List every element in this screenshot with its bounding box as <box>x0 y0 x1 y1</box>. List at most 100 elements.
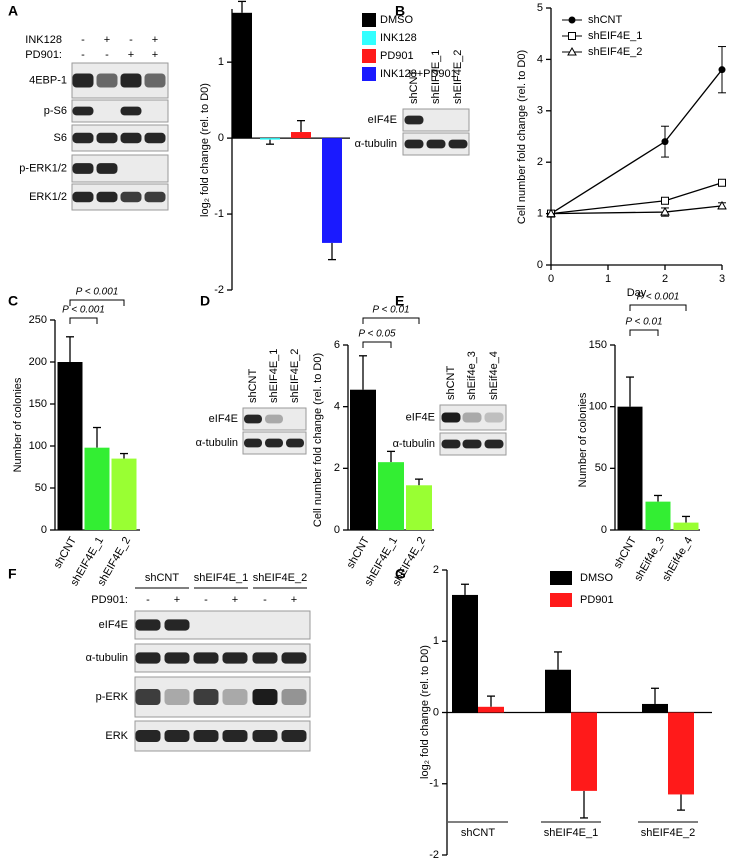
y-axis-label: Cell number fold change (rel. to D0) <box>312 353 324 527</box>
legend-swatch <box>362 67 376 81</box>
y-tick-label: 4 <box>537 53 543 65</box>
blot-strip <box>134 676 311 718</box>
blot-strip <box>242 407 307 431</box>
significance-bracket <box>69 317 98 324</box>
blot-row-label: eIF4E <box>99 619 128 631</box>
blot-row-label: ERK <box>105 730 128 742</box>
bar <box>478 706 504 713</box>
significance-bracket <box>362 341 392 348</box>
y-tick-label: 5 <box>537 2 543 14</box>
significance-bracket <box>362 317 420 324</box>
significance-label: P < 0.001 <box>637 292 680 303</box>
legend-label: shCNT <box>588 14 623 26</box>
y-tick-label: 0 <box>433 706 439 718</box>
blot-band <box>164 689 190 705</box>
blot-band <box>252 730 278 742</box>
x-tick-label: shCNT <box>461 827 496 839</box>
blot-band <box>448 139 468 149</box>
bar <box>545 669 571 713</box>
condition-sign: - <box>129 34 133 46</box>
marker <box>546 208 556 218</box>
legend-label: DMSO <box>580 572 613 584</box>
bar <box>571 712 597 791</box>
panel-letter: G <box>395 566 406 582</box>
bar <box>350 389 376 530</box>
panel-letter: E <box>395 293 404 309</box>
blot-row-label: α-tubulin <box>86 652 128 664</box>
y-axis-label: Cell number fold change (rel. to D0) <box>516 50 528 224</box>
condition-sign: - <box>81 34 85 46</box>
significance-label: P < 0.01 <box>625 317 662 328</box>
condition-sign: - <box>146 594 150 606</box>
blot-band <box>484 439 504 449</box>
legend-swatch <box>550 571 572 585</box>
y-tick-label: 0 <box>601 524 607 536</box>
blot-band <box>281 689 307 705</box>
blot-band <box>222 730 248 742</box>
panel-letter: D <box>200 293 210 309</box>
lane-label: shEIF4E_1 <box>430 50 442 104</box>
marker <box>718 66 726 74</box>
blot-band <box>441 412 461 423</box>
blot-band <box>252 689 278 705</box>
significance-label: P < 0.01 <box>372 305 409 316</box>
blot-row-label: α-tubulin <box>196 437 238 449</box>
significance-label: P < 0.05 <box>358 329 396 340</box>
blot-band <box>120 132 142 144</box>
y-tick-label: 200 <box>29 356 47 368</box>
significance-bracket <box>629 329 659 336</box>
blot-band <box>120 73 142 88</box>
blot-row-label: S6 <box>54 132 67 144</box>
marker <box>717 200 727 210</box>
blot-band <box>96 163 118 174</box>
blot-band <box>96 132 118 144</box>
blot-row-label: eIF4E <box>368 114 397 126</box>
blot-strip <box>71 99 169 123</box>
bar <box>673 522 699 530</box>
y-axis-label: log₂ fold change (rel. to D0) <box>199 83 211 217</box>
y-tick-label: 2 <box>537 156 543 168</box>
blot-band <box>252 652 278 664</box>
legend-marker <box>567 46 577 56</box>
blot-band <box>72 163 94 174</box>
y-tick-label: 100 <box>29 440 47 452</box>
y-tick-label: 1 <box>433 635 439 647</box>
blot-band <box>72 132 94 144</box>
legend-marker <box>568 16 576 24</box>
blot-band <box>120 191 142 203</box>
blot-strip <box>402 108 470 132</box>
bar <box>291 132 311 139</box>
marker <box>661 196 669 205</box>
blot-band <box>135 619 161 631</box>
condition-label: PD901: <box>91 594 128 606</box>
blot-band <box>281 652 307 664</box>
condition-sign: + <box>128 49 134 61</box>
condition-sign: + <box>152 34 158 46</box>
legend-marker <box>568 32 576 40</box>
significance-bracket <box>69 299 125 306</box>
bar <box>645 501 671 530</box>
lane-label: shCNT <box>408 69 420 104</box>
bar <box>642 703 668 713</box>
blot-band <box>222 689 248 705</box>
y-tick-label: 50 <box>595 462 607 474</box>
y-axis-label: log₂ fold change (rel. to D0) <box>419 645 431 779</box>
blot-band <box>244 414 262 424</box>
blot-row-label: p-S6 <box>44 105 67 117</box>
blot-row-label: eIF4E <box>209 413 238 425</box>
blot-band <box>144 191 166 203</box>
condition-sign: + <box>232 594 238 606</box>
y-axis-label: Number of colonies <box>12 377 24 472</box>
bar <box>322 138 342 243</box>
lane-label: shEIF4E_2 <box>289 349 301 403</box>
legend-swatch <box>362 49 376 63</box>
blot-band <box>265 438 283 448</box>
condition-sign: + <box>152 49 158 61</box>
significance-label: P < 0.001 <box>76 287 119 298</box>
significance-bracket <box>629 304 687 311</box>
blot-band <box>120 106 142 116</box>
blot-band <box>462 439 482 449</box>
legend-swatch <box>362 13 376 27</box>
y-tick-label: 1 <box>537 208 543 220</box>
condition-sign: - <box>105 49 109 61</box>
